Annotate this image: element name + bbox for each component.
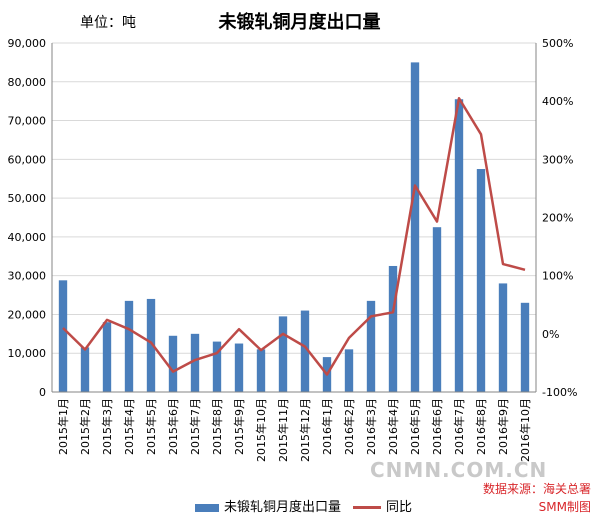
y-tick-label: 50,000	[8, 192, 47, 205]
y2-tick-label: 500%	[542, 37, 573, 50]
y2-tick-label: -100%	[542, 386, 577, 399]
legend-line-label: 同比	[386, 500, 413, 515]
bar	[278, 316, 288, 392]
x-tick-label: 2015年4月	[122, 398, 136, 455]
bar	[520, 302, 530, 392]
bar	[146, 298, 156, 392]
y-tick-label: 70,000	[8, 115, 47, 128]
x-tick-label: 2016年7月	[452, 398, 466, 455]
bar	[256, 349, 266, 392]
x-axis-ticks: 2015年1月 2015年2月 2015年3月 2015年4月 2015年5月 2015年…	[56, 398, 532, 462]
credit-line: SMM制图	[538, 500, 591, 514]
x-tick-label: 2016年6月	[430, 398, 444, 455]
x-tick-label: 2015年6月	[166, 398, 180, 455]
x-tick-label: 2016年8月	[474, 398, 488, 455]
legend-bar-swatch	[195, 503, 219, 512]
x-tick-label: 2015年11月	[276, 398, 290, 462]
legend-item-bar: 未锻轧铜月度出口量	[195, 496, 341, 515]
x-tick-label: 2016年2月	[342, 398, 356, 455]
legend-line-swatch	[353, 506, 381, 509]
y2-tick-label: 100%	[542, 270, 573, 283]
y2-tick-label: 200%	[542, 212, 573, 225]
y-tick-label: 0	[39, 386, 46, 399]
source-line: 数据来源：海关总署	[482, 482, 591, 496]
bar	[432, 227, 442, 392]
source-note: 数据来源：海关总署 SMM制图	[483, 480, 591, 516]
bar	[80, 347, 90, 392]
x-tick-label: 2016年3月	[364, 398, 378, 455]
x-tick-label: 2016年1月	[320, 398, 334, 455]
bar	[454, 99, 464, 392]
bar	[190, 333, 200, 392]
bar	[344, 349, 354, 392]
y-tick-label: 60,000	[8, 153, 47, 166]
bar-series	[58, 62, 530, 393]
bar	[234, 343, 244, 392]
y-tick-label: 80,000	[8, 76, 47, 89]
y2-tick-label: 0%	[542, 328, 559, 341]
bar	[212, 341, 222, 392]
x-tick-label: 2016年9月	[496, 398, 510, 455]
bar	[476, 169, 486, 392]
x-tick-label: 2015年9月	[232, 398, 246, 455]
bar	[102, 322, 112, 392]
x-tick-label: 2015年7月	[188, 398, 202, 455]
y-tick-label: 40,000	[8, 231, 47, 244]
x-tick-label: 2015年5月	[144, 398, 158, 455]
y-tick-label: 20,000	[8, 308, 47, 321]
y2-tick-label: 300%	[542, 153, 573, 166]
watermark: CNMN.COM.CN	[370, 458, 548, 482]
bar	[124, 300, 134, 392]
x-tick-label: 2016年10月	[518, 398, 532, 462]
left-axis-ticks: 0 10,000 20,000 30,000 40,000 50,000 60,000 70,…	[8, 37, 47, 399]
legend-item-line: 同比	[353, 496, 412, 515]
x-tick-label: 2015年3月	[100, 398, 114, 455]
legend-bar-label: 未锻轧铜月度出口量	[224, 500, 342, 515]
right-axis-ticks: -100% 0% 100% 200% 300% 400% 500%	[542, 37, 577, 399]
bar	[168, 335, 178, 392]
chart-title: 未锻轧铜月度出口量	[218, 12, 381, 33]
x-tick-label: 2016年4月	[386, 398, 400, 455]
bar	[58, 280, 68, 392]
axes	[51, 43, 537, 393]
line-series	[62, 97, 526, 376]
x-tick-label: 2015年2月	[78, 398, 92, 455]
yoy-line	[62, 97, 526, 376]
y-tick-label: 10,000	[8, 347, 47, 360]
unit-label: 单位：吨	[80, 15, 136, 31]
bar	[498, 283, 508, 392]
bar	[388, 265, 398, 392]
y-tick-label: 30,000	[8, 270, 47, 283]
bar	[300, 310, 310, 392]
x-tick-label: 2015年1月	[56, 398, 70, 455]
x-tick-label: 2015年12月	[298, 398, 312, 462]
y-tick-label: 90,000	[8, 37, 47, 50]
x-tick-label: 2015年10月	[254, 398, 268, 462]
y2-tick-label: 400%	[542, 95, 573, 108]
x-tick-label: 2015年8月	[210, 398, 224, 455]
bar	[410, 62, 420, 393]
bar	[366, 300, 376, 392]
x-tick-label: 2016年5月	[408, 398, 422, 455]
